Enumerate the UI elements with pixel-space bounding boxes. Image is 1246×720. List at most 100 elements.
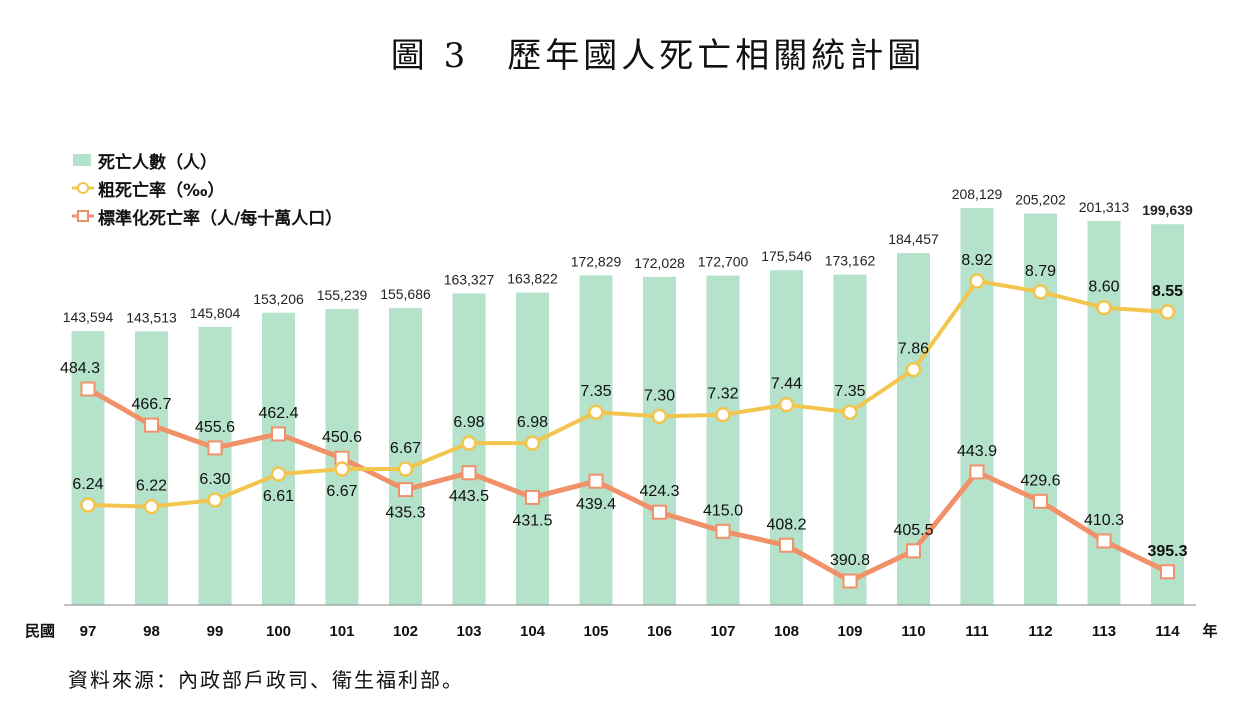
legend-square-swatch [72, 210, 94, 222]
bar-deaths-99 [198, 326, 232, 605]
x-tick-102: 102 [393, 623, 418, 640]
std-label-108: 408.2 [766, 516, 806, 533]
marker-crude-108 [778, 396, 795, 413]
bar-label-101: 155,239 [317, 287, 368, 303]
std-label-100: 462.4 [258, 405, 298, 422]
crude-label-97: 6.24 [72, 476, 103, 493]
bar-label-103: 163,327 [444, 271, 495, 287]
std-label-112: 429.6 [1020, 472, 1060, 489]
bar-label-106: 172,028 [634, 255, 685, 271]
x-axis-prefix: 民國 [25, 623, 55, 640]
bar-label-114: 199,639 [1142, 202, 1193, 218]
crude-label-104: 6.98 [517, 414, 548, 431]
crude-label-107: 7.32 [707, 386, 738, 403]
crude-label-106: 7.30 [644, 387, 675, 404]
x-tick-106: 106 [647, 623, 672, 640]
crude-label-102: 6.67 [390, 440, 421, 457]
legend-item-crude-rate: 粗死亡率（‰） [72, 174, 342, 202]
marker-standardized-97 [80, 381, 96, 397]
marker-standardized-98 [144, 417, 159, 433]
line-standardized-rate [86, 386, 1169, 584]
legend-item-std-rate: 標準化死亡率（人/每十萬人口） [72, 202, 342, 230]
marker-standardized-110 [906, 543, 921, 559]
x-tick-100: 100 [266, 623, 291, 640]
marker-standardized-106 [652, 504, 667, 520]
marker-crude-106 [651, 408, 668, 425]
legend-label-crude-rate: 粗死亡率（‰） [98, 180, 225, 201]
crude-label-99: 6.30 [199, 471, 230, 488]
marker-standardized-113 [1096, 533, 1112, 549]
crude-label-112: 8.79 [1025, 263, 1056, 280]
marker-standardized-114 [1160, 564, 1175, 580]
marker-standardized-109 [842, 573, 858, 589]
marker-crude-99 [207, 492, 223, 508]
marker-crude-114 [1159, 304, 1176, 320]
bar-deaths-108 [770, 270, 803, 605]
bar-deaths-97 [71, 331, 105, 605]
std-label-113: 410.3 [1084, 512, 1124, 529]
x-tick-103: 103 [456, 623, 481, 640]
std-label-104: 431.5 [512, 512, 552, 529]
bar-label-107: 172,700 [698, 254, 749, 270]
std-label-99: 455.6 [195, 419, 235, 436]
marker-crude-100 [270, 466, 287, 482]
bar-deaths-112 [1024, 213, 1057, 605]
crude-label-98: 6.22 [136, 478, 167, 495]
bar-label-108: 175,546 [761, 248, 812, 264]
bar-label-102: 155,686 [380, 286, 431, 302]
marker-crude-110 [905, 361, 922, 378]
x-tick-105: 105 [583, 623, 608, 640]
marker-standardized-112 [1033, 493, 1048, 509]
std-label-106: 424.3 [639, 483, 679, 500]
std-label-102: 435.3 [385, 505, 425, 522]
legend-circle-swatch [72, 182, 94, 194]
crude-label-101: 6.67 [326, 483, 357, 500]
x-tick-107: 107 [710, 623, 735, 640]
marker-standardized-100 [271, 426, 286, 442]
std-label-110: 405.5 [893, 522, 933, 539]
x-tick-114: 114 [1155, 623, 1180, 640]
chart-title: 圖 3 歷年國人死亡相關統計圖 [390, 36, 926, 76]
crude-label-110: 7.86 [898, 341, 929, 358]
legend-item-deaths: 死亡人數（人） [72, 146, 342, 174]
marker-crude-109 [842, 404, 858, 420]
marker-standardized-111 [969, 464, 985, 480]
bar-deaths-102 [389, 308, 422, 605]
data-source-note: 資料來源：內政部戶政司、衛生福利部。 [68, 668, 464, 692]
bar-label-111: 208,129 [952, 186, 1003, 202]
bar-label-98: 143,513 [126, 309, 177, 325]
bar-label-104: 163,822 [507, 271, 558, 287]
marker-standardized-104 [525, 489, 540, 505]
bar-deaths-106 [643, 276, 676, 605]
chart-plot-area: 143,594 143,513 145,804 153,206 155,239 155,6… [25, 186, 1218, 640]
x-axis-suffix: 年 [1202, 622, 1217, 640]
legend: 死亡人數（人） 粗死亡率（‰） 標準化死亡率（人/每十萬人口） [72, 146, 342, 230]
bar-deaths-107 [706, 275, 740, 605]
marker-standardized-102 [398, 482, 413, 498]
x-tick-101: 101 [329, 623, 354, 640]
marker-crude-113 [1096, 299, 1112, 316]
std-label-105: 439.4 [576, 496, 616, 513]
bar-label-112: 205,202 [1015, 192, 1066, 208]
crude-label-109: 7.35 [834, 383, 865, 400]
bar-label-113: 201,313 [1079, 199, 1130, 215]
bar-label-110: 184,457 [888, 231, 939, 247]
bar-deaths-100 [262, 312, 295, 605]
crude-label-105: 7.35 [580, 383, 611, 400]
crude-label-103: 6.98 [453, 414, 484, 431]
legend-label-std-rate: 標準化死亡率（人/每十萬人口） [98, 208, 343, 229]
legend-bar-swatch [73, 154, 91, 166]
crude-label-113: 8.60 [1088, 279, 1119, 296]
marker-standardized-99 [207, 440, 223, 456]
marker-crude-103 [461, 435, 477, 451]
x-tick-104: 104 [520, 623, 546, 640]
marker-crude-97 [80, 497, 96, 513]
x-tick-98: 98 [143, 623, 160, 640]
std-label-97: 484.3 [60, 360, 100, 377]
x-tick-112: 112 [1028, 623, 1052, 640]
bar-deaths-109 [833, 274, 867, 605]
crude-label-100: 6.61 [263, 488, 294, 505]
crude-label-114: 8.55 [1152, 283, 1183, 300]
marker-standardized-108 [779, 537, 794, 553]
x-tick-111: 111 [965, 623, 988, 640]
